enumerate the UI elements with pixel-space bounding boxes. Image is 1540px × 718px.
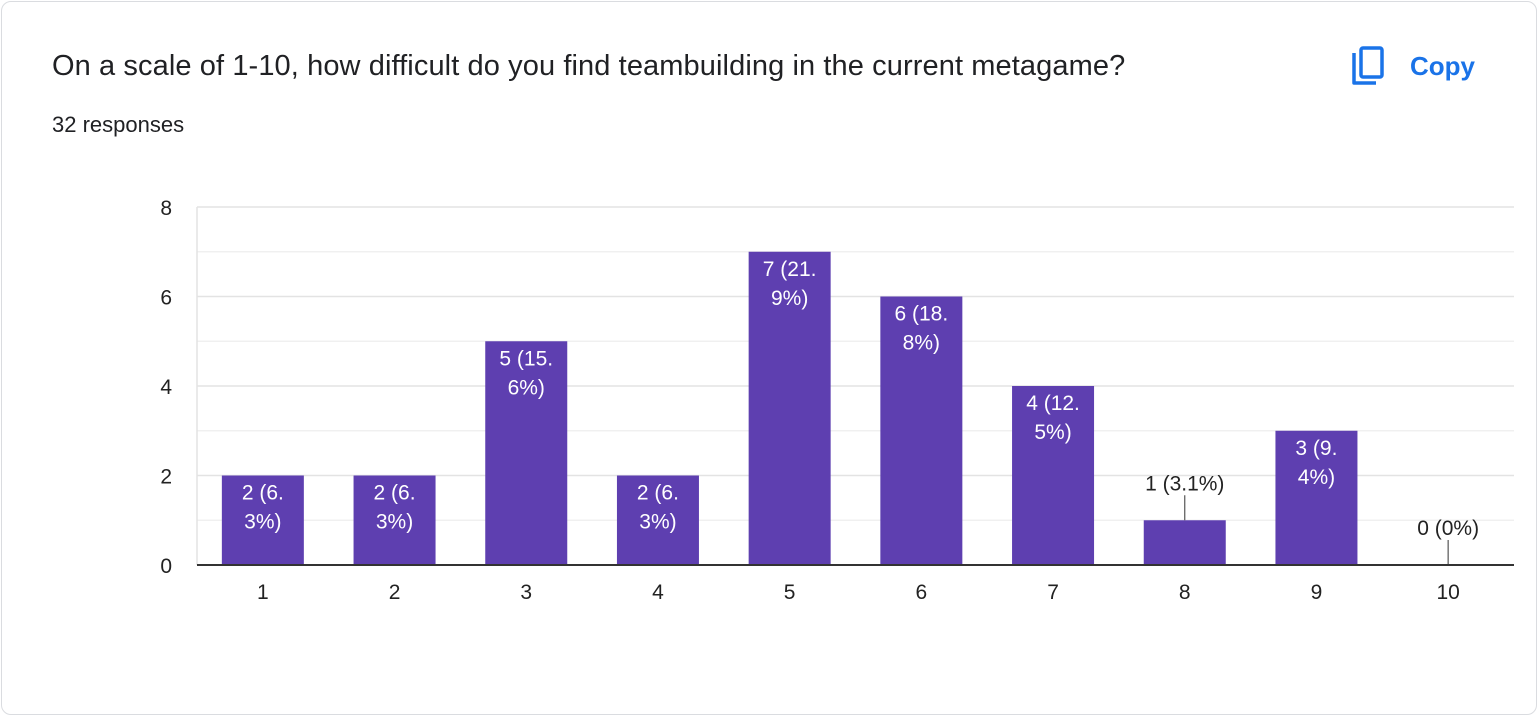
bar [616,475,699,565]
data-label: 1 (3.1%) [1145,472,1224,495]
data-label: 9%) [771,287,808,310]
x-tick-label: 1 [257,581,269,604]
y-tick-label: 6 [160,287,172,310]
bar [748,251,831,565]
x-tick-label: 3 [520,581,532,604]
copy-label: Copy [1410,50,1475,81]
x-tick-label: 4 [652,581,664,604]
data-label: 6%) [508,376,545,399]
bar [353,475,436,565]
data-label: 8%) [903,332,940,355]
data-label: 3%) [376,511,413,534]
data-label: 6 (18. [894,303,948,326]
x-tick-label: 6 [916,581,928,604]
question-title: On a scale of 1-10, how difficult do you… [52,50,1126,82]
y-tick-label: 0 [160,555,172,578]
y-tick-label: 8 [160,197,172,220]
bar [1143,520,1226,565]
data-label: 5%) [1034,421,1071,444]
data-label: 5 (15. [499,347,553,370]
data-label: 0 (0%) [1417,517,1479,540]
bar [221,475,304,565]
bar [1012,386,1095,565]
x-tick-label: 2 [389,581,401,604]
data-label: 4 (12. [1026,392,1080,415]
copy-icon [1350,45,1386,87]
response-count: 32 responses [52,112,185,137]
y-tick-label: 4 [160,376,172,399]
bar [485,341,568,565]
data-label: 3%) [244,511,281,534]
x-tick-label: 9 [1311,581,1323,604]
data-label: 3 (9. [1295,437,1337,460]
x-tick-label: 8 [1179,581,1191,604]
bar [1275,430,1358,565]
y-tick-label: 2 [160,466,172,489]
data-label: 4%) [1298,466,1335,489]
copy-button[interactable]: Copy [1350,40,1500,92]
x-tick-label: 10 [1436,581,1459,604]
x-tick-label: 7 [1047,581,1059,604]
bar [880,296,963,565]
data-label: 2 (6. [637,482,679,505]
data-label: 2 (6. [242,482,284,505]
data-label: 7 (21. [763,258,817,281]
data-label: 3%) [639,511,676,534]
data-label: 2 (6. [374,482,416,505]
x-tick-label: 5 [784,581,796,604]
